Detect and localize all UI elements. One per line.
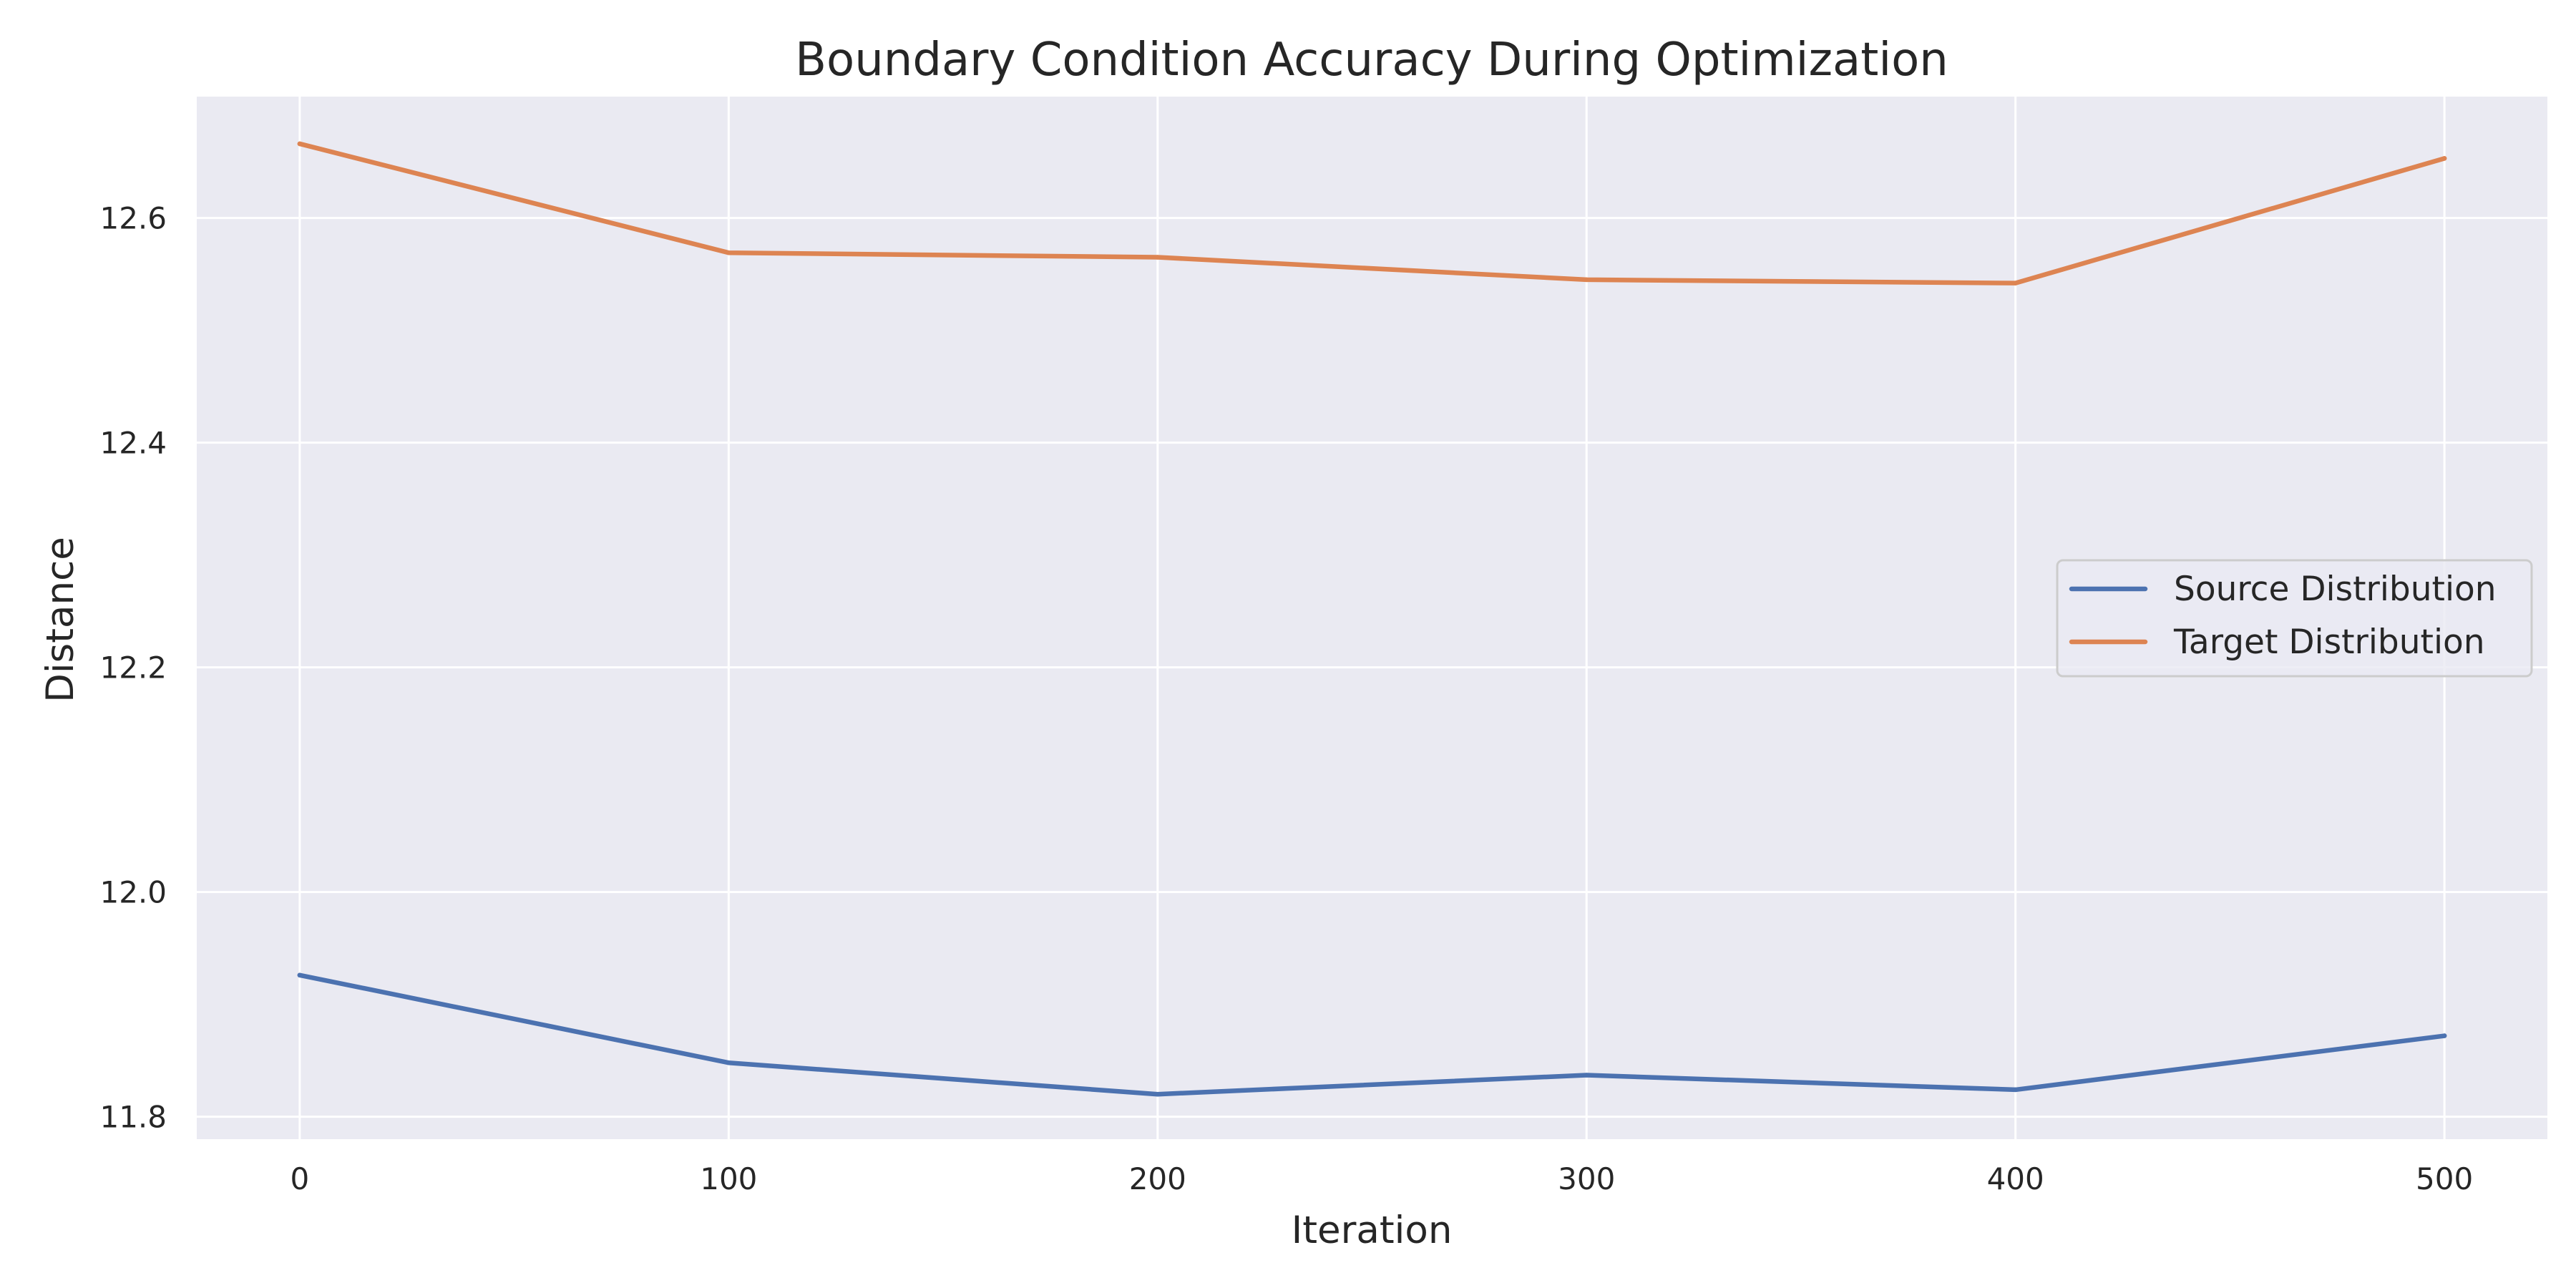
x-tick-label-300: 300 xyxy=(1558,1161,1615,1196)
x-tick-label-500: 500 xyxy=(2416,1161,2473,1196)
x-tick-label-200: 200 xyxy=(1129,1161,1186,1196)
legend-label-target-distribution: Target Distribution xyxy=(2173,623,2485,662)
y-tick-label-12-0: 12.0 xyxy=(99,875,167,910)
series-lines xyxy=(297,141,2447,1097)
x-axis-label: Iteration xyxy=(1292,1209,1453,1252)
y-tick-labels: 11.8 12.0 12.2 12.4 12.6 xyxy=(99,201,167,1135)
y-tick-label-12-2: 12.2 xyxy=(99,650,167,686)
legend: Source Distribution Target Distribution xyxy=(2056,559,2533,678)
x-tick-label-100: 100 xyxy=(700,1161,757,1196)
data-point-source-distribution-400 xyxy=(2013,1087,2018,1093)
data-point-source-distribution-100 xyxy=(726,1060,731,1065)
data-point-source-distribution-0 xyxy=(297,972,303,978)
data-point-target-distribution-500 xyxy=(2441,156,2447,161)
data-point-source-distribution-200 xyxy=(1155,1091,1161,1097)
data-point-source-distribution-300 xyxy=(1584,1073,1589,1078)
y-tick-label-12-4: 12.4 xyxy=(99,426,167,461)
series-line-target-distribution xyxy=(297,141,2447,286)
data-point-target-distribution-400 xyxy=(2013,280,2018,286)
legend-label-source-distribution: Source Distribution xyxy=(2174,570,2497,609)
y-tick-label-12-6: 12.6 xyxy=(99,201,167,236)
y-axis-label: Distance xyxy=(39,537,82,703)
chart-title: Boundary Condition Accuracy During Optim… xyxy=(795,34,1948,87)
x-tick-labels: 0 100 200 300 400 500 xyxy=(291,1161,2474,1196)
data-point-target-distribution-100 xyxy=(726,250,731,255)
data-point-target-distribution-0 xyxy=(297,141,303,147)
data-point-source-distribution-500 xyxy=(2441,1033,2447,1038)
data-point-target-distribution-200 xyxy=(1155,255,1161,260)
y-tick-label-11-8: 11.8 xyxy=(99,1100,167,1135)
x-tick-label-400: 400 xyxy=(1987,1161,2044,1196)
data-point-target-distribution-300 xyxy=(1584,277,1589,283)
series-line-source-distribution xyxy=(297,972,2447,1097)
x-tick-label-0: 0 xyxy=(291,1161,310,1196)
legend-box xyxy=(2056,559,2533,678)
